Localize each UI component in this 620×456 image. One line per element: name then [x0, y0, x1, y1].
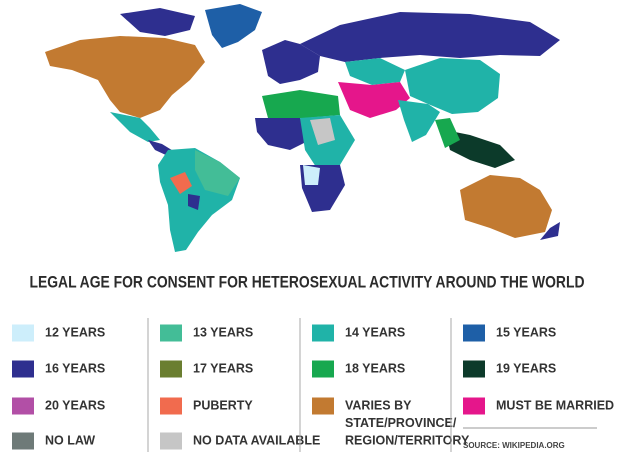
china: [405, 58, 500, 114]
south-america-east: [195, 150, 240, 196]
russia: [300, 12, 560, 62]
legend-label: 17 YEARS: [193, 361, 253, 375]
legend-swatch: [12, 397, 34, 415]
legend-label: NO LAW: [45, 433, 95, 447]
legend-swatch: [463, 397, 485, 415]
legend-label: NO DATA AVAILABLE: [193, 433, 320, 447]
bolivia: [170, 172, 192, 194]
legend-swatch: [463, 324, 485, 342]
legend-swatch: [160, 397, 182, 415]
africa-north: [262, 90, 340, 118]
indonesia: [435, 118, 460, 148]
legend-swatch: [12, 324, 34, 342]
southeast-asia: [445, 130, 515, 168]
legend-swatch: [160, 360, 182, 378]
legend-label: 16 YEARS: [45, 361, 105, 375]
africa-west: [255, 118, 310, 150]
legend-swatch: [312, 360, 334, 378]
north-america: [45, 36, 205, 118]
australia: [460, 175, 552, 238]
legend-swatch: [312, 324, 334, 342]
legend-label: 13 YEARS: [193, 325, 253, 339]
angola: [303, 165, 320, 185]
paraguay: [188, 194, 200, 210]
middle-east: [338, 82, 410, 118]
legend-swatch: [463, 360, 485, 378]
greenland: [205, 4, 262, 48]
africa-gray: [310, 118, 335, 145]
mexico: [110, 112, 160, 142]
legend-swatch: [12, 432, 34, 450]
new-zealand: [540, 222, 560, 240]
legend-label: MUST BE MARRIED: [496, 398, 614, 412]
arctic-islands: [120, 8, 195, 36]
legend-label: 14 YEARS: [345, 325, 405, 339]
legend-label: 20 YEARS: [45, 398, 105, 412]
legend-label: REGION/TERRITORY: [345, 433, 470, 447]
legend-label: 15 YEARS: [496, 325, 556, 339]
source: SOURCE: WIKIPEDIA.ORG: [463, 441, 565, 450]
legend-label: VARIES BY: [345, 398, 412, 412]
world-map: [45, 4, 560, 252]
central-asia: [345, 58, 405, 85]
europe: [262, 40, 320, 84]
legend-swatch: [160, 432, 182, 450]
legend-label: 19 YEARS: [496, 361, 556, 375]
title: LEGAL AGE FOR CONSENT FOR HETEROSEXUAL A…: [30, 272, 585, 291]
legend-label: PUBERTY: [193, 398, 253, 412]
legend-swatch: [312, 397, 334, 415]
legend-swatch: [12, 360, 34, 378]
india: [398, 100, 440, 142]
legend-label: 12 YEARS: [45, 325, 105, 339]
legend: 12 YEARS 16 YEARS 20 YEARS NO LAW 13 YEARS 17…: [12, 318, 614, 452]
legend-swatch: [160, 324, 182, 342]
legend-label: STATE/PROVINCE/: [345, 416, 457, 430]
legend-label: 18 YEARS: [345, 361, 405, 375]
